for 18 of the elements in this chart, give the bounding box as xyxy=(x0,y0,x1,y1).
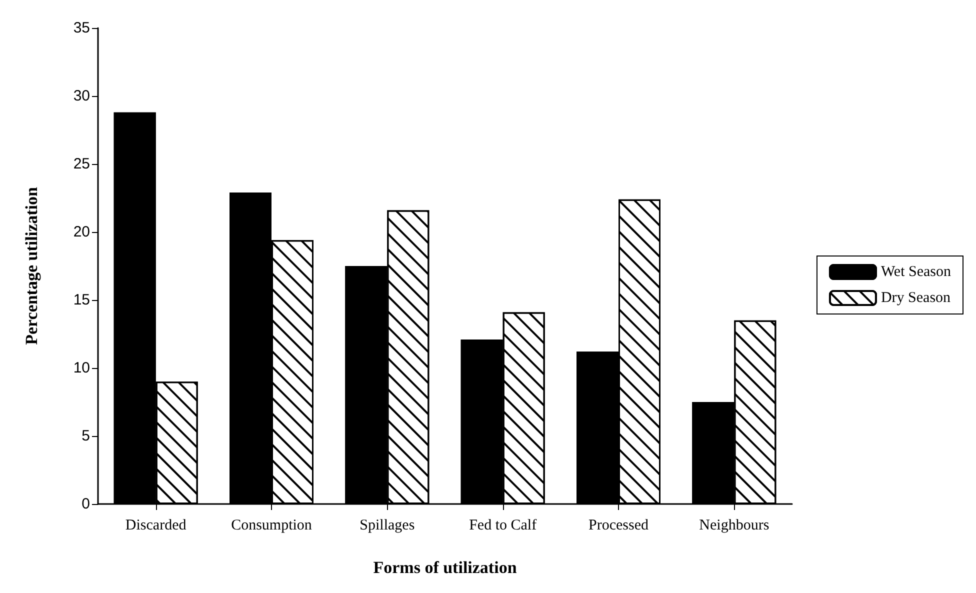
y-tick-label: 15 xyxy=(73,292,90,308)
x-tick-label: Processed xyxy=(588,518,649,534)
x-tick-label: Spillages xyxy=(360,518,415,534)
x-tick-label: Discarded xyxy=(125,518,187,534)
x-tick-label: Consumption xyxy=(231,518,312,534)
legend-label: Dry Season xyxy=(880,290,952,306)
x-tick-label: Fed to Calf xyxy=(469,518,537,534)
y-tick-label: 5 xyxy=(82,428,90,444)
y-tick-label: 20 xyxy=(73,224,90,240)
y-tick-label: 35 xyxy=(73,20,90,36)
y-tick-label: 10 xyxy=(73,360,90,376)
x-tick-label: Neighbours xyxy=(699,518,770,534)
y-tick-label: 0 xyxy=(82,496,90,512)
y-tick-label: 30 xyxy=(73,88,90,104)
y-tick-label: 25 xyxy=(73,156,90,172)
y-axis-title: Percentage utilization xyxy=(22,186,41,345)
legend-label: Wet Season xyxy=(880,264,952,280)
x-axis-title: Forms of utilization xyxy=(373,558,518,577)
